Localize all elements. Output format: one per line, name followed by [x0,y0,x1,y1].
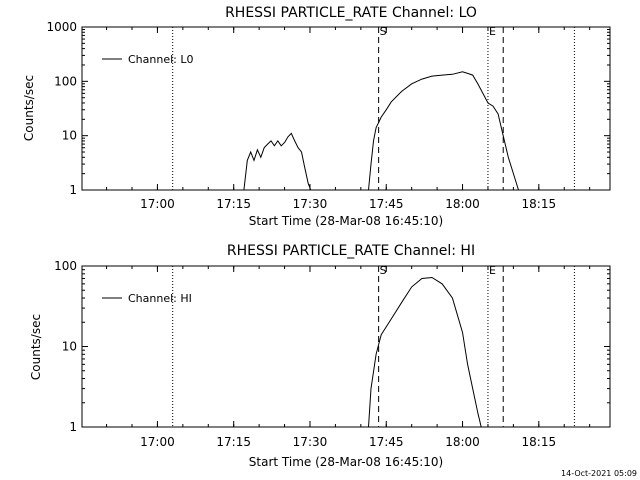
x-tick-label: 17:00 [140,197,175,211]
panel-hi-xlabel: Start Time (28-Mar-08 16:45:10) [249,455,443,469]
y-tick-label: 1000 [46,20,77,34]
x-tick-label: 18:00 [445,197,480,211]
plot-frame [81,265,611,428]
marker-label: S [380,264,387,277]
marker-label: E [489,264,496,277]
legend-label: Channel: HI [128,292,192,305]
x-tick-label: 18:15 [522,435,557,449]
x-tick-label: 17:30 [293,435,328,449]
y-tick-label: 10 [62,129,77,143]
footer-timestamp: 14-Oct-2021 05:09 [561,469,637,478]
y-tick-label: 100 [54,259,77,273]
y-tick-label: 1 [69,183,77,197]
y-tick-label: 1 [69,420,77,434]
panel-lo-xlabel: Start Time (28-Mar-08 16:45:10) [249,214,443,228]
x-tick-label: 17:15 [216,435,251,449]
x-tick-label: 17:00 [140,435,175,449]
x-tick-label: 17:45 [369,435,404,449]
marker-label: S [380,25,387,38]
series-line [368,71,519,191]
marker-label: E [489,25,496,38]
x-tick-label: 17:30 [293,197,328,211]
panel-hi: RHESSI PARTICLE_RATE Channel: HI Start T… [29,243,611,469]
plot-frame [81,26,611,191]
y-tick-label: 10 [62,340,77,354]
y-tick-label: 100 [54,74,77,88]
panel-lo-ylabel: Counts/sec [22,75,36,141]
series-line [243,132,312,191]
panel-hi-ylabel: Counts/sec [29,314,43,380]
x-tick-label: 17:45 [369,197,404,211]
x-tick-label: 18:15 [522,197,557,211]
legend-label: Channel: L0 [128,53,194,66]
x-tick-label: 18:00 [445,435,480,449]
series-line [368,276,482,428]
panel-hi-title: RHESSI PARTICLE_RATE Channel: HI [227,243,475,259]
panel-lo: RHESSI PARTICLE_RATE Channel: LO Start T… [22,5,611,228]
x-tick-label: 17:15 [216,197,251,211]
panel-lo-title: RHESSI PARTICLE_RATE Channel: LO [225,5,477,21]
